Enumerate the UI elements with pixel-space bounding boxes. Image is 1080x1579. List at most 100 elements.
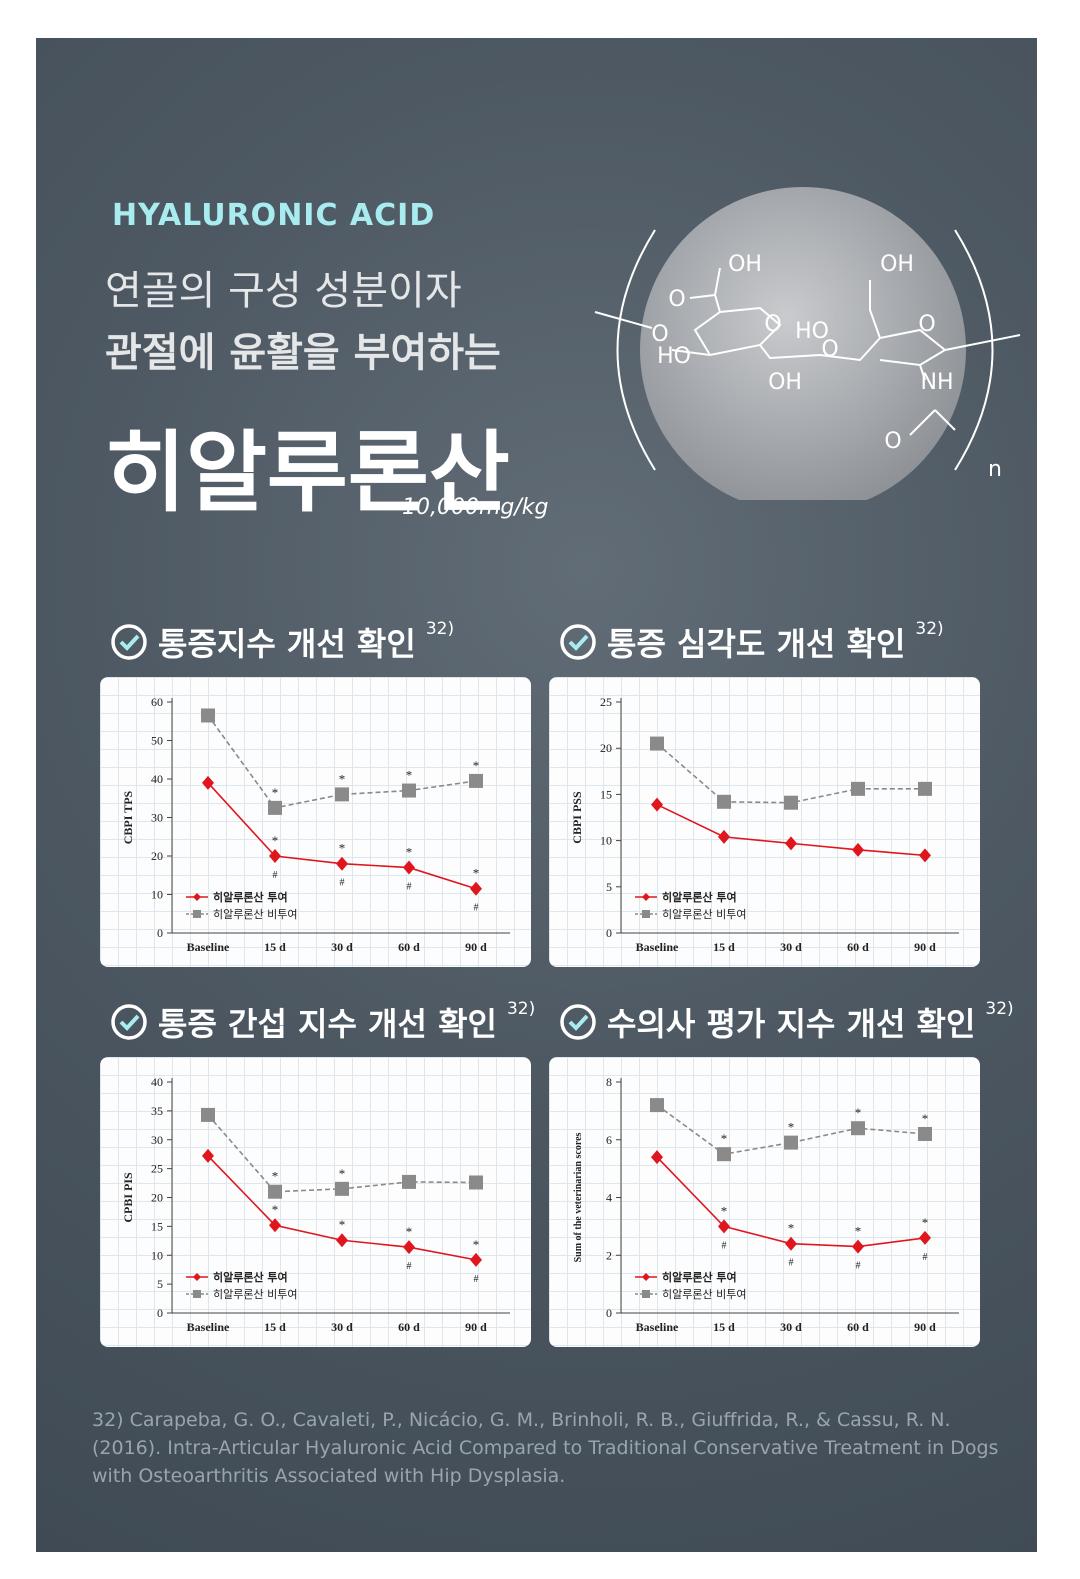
significance-hash: # xyxy=(923,1252,928,1263)
data-point xyxy=(851,1121,865,1136)
y-tick-label: 50 xyxy=(151,734,163,748)
chart-panel: 0 5 10 15 20 25 30 35 40 CPBI PIS Baseline 15 d 30 d… xyxy=(100,1057,531,1347)
significance-hash: # xyxy=(407,882,412,893)
x-tick-label: Baseline xyxy=(636,1320,679,1334)
significance-star: * xyxy=(855,1105,862,1120)
data-point xyxy=(336,1233,348,1248)
headline-1: 연골의 구성 성분이자 xyxy=(105,268,462,314)
atom-label: NH xyxy=(921,370,954,395)
y-tick-label: 40 xyxy=(151,1075,163,1089)
check-icon xyxy=(560,624,596,660)
y-tick-label: 30 xyxy=(151,1133,163,1147)
legend-marker xyxy=(642,910,650,918)
data-point xyxy=(268,1184,282,1199)
x-tick-label: 60 d xyxy=(398,940,420,954)
significance-hash: # xyxy=(722,1240,727,1251)
atom-label: O xyxy=(918,312,935,337)
significance-star: * xyxy=(339,841,346,856)
bracket xyxy=(616,229,656,471)
reference: 32) xyxy=(985,999,1014,1019)
chart-title-text: 통증 간섭 지수 개선 확인 xyxy=(158,1005,497,1043)
chart: 0 5 10 15 20 25 30 35 40 CPBI PIS Baseline 15 d 30 d… xyxy=(121,1075,510,1334)
significance-hash: # xyxy=(273,870,278,881)
chart-title-text: 통증 심각도 개선 확인 xyxy=(607,625,906,663)
chart-title: 통증 간섭 지수 개선 확인 32) xyxy=(110,999,535,1045)
legend-label: 히알루론산 비투여 xyxy=(662,907,746,921)
y-tick-label: 0 xyxy=(157,1306,163,1320)
citation: 32) Carapeba, G. O., Cavaleti, P., Nicác… xyxy=(92,1409,999,1487)
significance-star: * xyxy=(406,845,413,860)
dose: 10,000mg/kg xyxy=(402,495,549,520)
data-point xyxy=(784,795,798,810)
x-tick-label: 15 d xyxy=(264,940,286,954)
legend-marker xyxy=(193,893,201,901)
check-icon xyxy=(111,1004,147,1040)
legend-marker xyxy=(193,1290,201,1298)
atom-label: O xyxy=(821,337,838,362)
data-point xyxy=(650,736,664,751)
data-point xyxy=(202,775,214,790)
data-point xyxy=(269,1218,281,1233)
chart: 0 2 4 6 8 Sum of the veterinarian scores Basel… xyxy=(573,1075,959,1334)
legend-label: 히알루론산 투여 xyxy=(213,890,288,904)
significance-hash: # xyxy=(407,1261,412,1272)
significance-hash: # xyxy=(474,903,479,914)
data-point xyxy=(403,1240,415,1255)
x-tick-label: Baseline xyxy=(636,940,679,954)
y-tick-label: 4 xyxy=(606,1191,612,1205)
data-point xyxy=(651,797,663,812)
atom-label: HO xyxy=(657,344,691,369)
molecule-circle xyxy=(640,187,966,500)
x-tick-label: Baseline xyxy=(187,1320,230,1334)
y-tick-label: 0 xyxy=(606,926,612,940)
atom-label: OH xyxy=(768,370,802,395)
legend-marker xyxy=(193,1273,201,1281)
y-axis-label: Sum of the veterinarian scores xyxy=(573,1132,584,1262)
significance-star: * xyxy=(788,1120,795,1135)
y-axis-label: CBPI PSS xyxy=(570,791,584,844)
x-tick-label: 30 d xyxy=(331,940,353,954)
significance-star: * xyxy=(272,1202,279,1217)
data-point xyxy=(469,773,483,788)
data-point xyxy=(785,1236,797,1251)
significance-hash: # xyxy=(856,1261,861,1272)
significance-hash: # xyxy=(789,1258,794,1269)
x-tick-label: 15 d xyxy=(713,940,735,954)
y-tick-label: 6 xyxy=(606,1133,612,1147)
data-point xyxy=(335,1181,349,1196)
significance-star: * xyxy=(339,1166,346,1181)
y-tick-label: 10 xyxy=(600,834,612,848)
reference: 32) xyxy=(506,999,536,1019)
significance-star: * xyxy=(473,1237,480,1252)
significance-hash: # xyxy=(340,878,345,889)
data-point xyxy=(402,783,416,798)
chart-title: 수의사 평가 지수 개선 확인 32) xyxy=(559,999,1014,1045)
atom-label: HO xyxy=(795,319,829,344)
significance-star: * xyxy=(339,771,346,786)
data-point xyxy=(784,1135,798,1150)
atom-label: O xyxy=(764,312,781,337)
legend-marker xyxy=(642,1273,650,1281)
x-tick-label: 90 d xyxy=(914,940,936,954)
y-tick-label: 25 xyxy=(600,695,612,709)
legend-label: 히알루론산 투여 xyxy=(662,1270,737,1284)
significance-star: * xyxy=(855,1224,862,1239)
bracket xyxy=(954,229,994,471)
chart: 0 5 10 15 20 25 CBPI PSS Baseline 15 d 30 d 60 d 90… xyxy=(570,695,959,954)
reference: 32) xyxy=(425,619,455,639)
data-point xyxy=(919,848,931,863)
significance-star: * xyxy=(721,1203,728,1218)
y-axis-label: CBPI TPS xyxy=(121,790,135,844)
y-tick-label: 5 xyxy=(606,880,612,894)
data-point xyxy=(470,1252,482,1267)
x-tick-label: 30 d xyxy=(780,1320,802,1334)
significance-star: * xyxy=(406,1224,413,1239)
series-line xyxy=(656,742,925,804)
chart-title-text: 수의사 평가 지수 개선 확인 xyxy=(607,1005,976,1043)
data-point xyxy=(201,1107,215,1122)
bond xyxy=(594,311,653,329)
y-tick-label: 10 xyxy=(151,1248,163,1262)
legend-marker xyxy=(642,1290,650,1298)
